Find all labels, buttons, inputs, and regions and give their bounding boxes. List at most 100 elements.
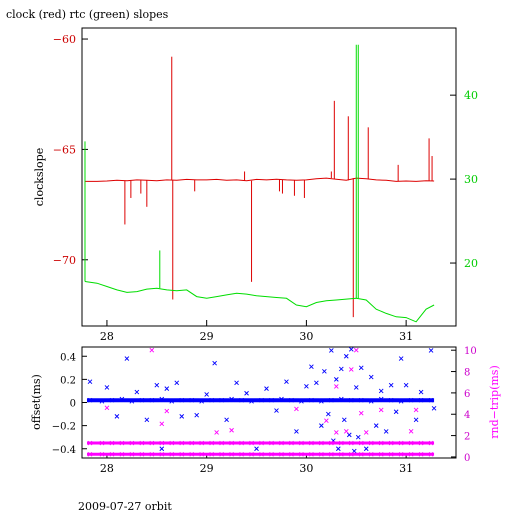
- bottom-series-point-1: [219, 440, 224, 446]
- bottom-series-point-0: [388, 382, 394, 388]
- bottom-series-point-0: [393, 409, 399, 415]
- top-x-tick-label: 28: [100, 330, 114, 343]
- top-left-ticks: −60 −65 −70: [53, 33, 88, 267]
- bottom-series-point-1: [169, 440, 175, 446]
- bottom-series-point-1: [299, 440, 304, 446]
- bottom-series-point-1: [334, 384, 339, 389]
- bottom-series-point-1: [229, 440, 234, 446]
- bottom-series-point-0: [87, 379, 93, 385]
- bottom-series-point-0: [179, 397, 185, 403]
- bottom-series-point-1: [378, 451, 384, 457]
- bottom-series-point-0: [343, 353, 349, 359]
- bottom-series-point-1: [338, 440, 344, 446]
- bottom-series-point-1: [214, 430, 219, 435]
- bottom-series-point-0: [159, 446, 165, 452]
- bottom-series-point-1: [294, 406, 299, 412]
- bottom-series-point-1: [229, 427, 234, 433]
- bottom-series-point-1: [418, 440, 424, 446]
- bottom-y-axis-label: offset(ms): [30, 374, 43, 430]
- bottom-series-point-0: [279, 396, 284, 402]
- bottom-series-point-1: [149, 347, 155, 353]
- bottom-series-point-0: [319, 399, 324, 404]
- bottom-series-point-1: [259, 451, 264, 457]
- bottom-y-tick-label: 0.4: [60, 352, 76, 363]
- bottom-series-point-1: [249, 440, 254, 446]
- bottom-series-point-1: [388, 440, 394, 446]
- bottom-series-point-0: [428, 348, 434, 353]
- bottom-series-point-0: [144, 417, 150, 423]
- bottom-series-point-1: [368, 440, 374, 446]
- bottom-series-point-0: [326, 411, 331, 417]
- bottom-series-point-0: [264, 386, 269, 391]
- bottom-series-point-1: [129, 440, 135, 446]
- bottom-series-point-1: [169, 451, 175, 457]
- chart-title: clock (red) rtc (green) slopes: [6, 8, 169, 21]
- bottom-series-point-0: [322, 368, 327, 374]
- bottom-series-point-0: [348, 397, 354, 403]
- bottom-series-point-1: [229, 451, 234, 457]
- bottom-series-point-1: [109, 451, 115, 457]
- bottom-series-point-0: [334, 377, 339, 382]
- top-series: [84, 44, 435, 323]
- bottom-series-point-0: [164, 386, 170, 391]
- bottom-series-point-0: [87, 397, 93, 403]
- bottom-series-point-1: [189, 451, 195, 457]
- bottom-series-point-0: [358, 397, 364, 403]
- top-series-line-0: [85, 177, 435, 182]
- bottom-series-point-1: [104, 405, 110, 411]
- bottom-series-point-1: [289, 451, 294, 457]
- bottom-series-point-0: [284, 379, 289, 385]
- bottom-series-point-0: [348, 346, 354, 352]
- bottom-series-point-0: [269, 397, 274, 403]
- bottom-series-point-0: [413, 417, 419, 423]
- bottom-series-point-1: [408, 451, 414, 457]
- top-x-tick-label: 31: [399, 330, 413, 343]
- top-plot-frame: [81, 27, 457, 327]
- bottom-series-point-1: [159, 440, 165, 446]
- bottom-series-point-1: [99, 451, 105, 457]
- bottom-series-point-0: [154, 382, 160, 388]
- bottom-series-point-0: [398, 399, 404, 404]
- bottom-series-point-1: [299, 451, 304, 457]
- bottom-series-point-0: [314, 380, 319, 386]
- bottom-series-point-0: [234, 380, 239, 386]
- bottom-x-tick-label: 30: [299, 462, 313, 475]
- bottom-series-point-1: [139, 440, 145, 446]
- bottom-series-point-1: [119, 451, 125, 457]
- bottom-series-point-0: [309, 364, 314, 369]
- bottom-series-point-1: [363, 430, 369, 435]
- bottom-x-tick-label: 31: [399, 462, 413, 475]
- bottom-series-point-1: [408, 440, 414, 446]
- bottom-series-point-1: [289, 440, 294, 446]
- bottom-series-point-0: [403, 382, 409, 388]
- bottom-series-point-0: [338, 396, 344, 402]
- bottom-series-point-1: [189, 440, 195, 446]
- bottom-series-point-1: [99, 440, 105, 446]
- top-y-tick-label: −70: [53, 254, 76, 267]
- bottom-series-point-0: [294, 429, 299, 434]
- bottom-series-point-0: [224, 417, 229, 423]
- bottom-series-point-0: [244, 390, 249, 396]
- bottom-series-point-1: [329, 440, 334, 446]
- top-y-axis-label: clockslope: [33, 148, 46, 206]
- bottom-series-point-0: [363, 446, 369, 452]
- bottom-series-point-0: [304, 383, 309, 389]
- bottom-series-point-1: [338, 451, 344, 457]
- bottom-series-point-0: [159, 396, 165, 402]
- bottom-series-point-0: [378, 396, 384, 402]
- bottom-series-point-1: [329, 451, 334, 457]
- bottom-series-point-0: [388, 397, 394, 403]
- bottom-series-point-1: [378, 407, 384, 413]
- bottom-series-point-1: [418, 451, 424, 457]
- bottom-series-point-0: [358, 365, 364, 371]
- top-x-ticks: 28 29 30 31: [100, 320, 413, 343]
- bottom-series-point-1: [413, 407, 419, 413]
- bottom-series-point-1: [139, 451, 145, 457]
- bottom-y2-tick-label: 2: [464, 432, 470, 443]
- bottom-series-point-0: [189, 397, 195, 403]
- bottom-series-point-0: [428, 397, 434, 403]
- bottom-series-point-1: [279, 451, 284, 457]
- bottom-series-point-0: [174, 380, 180, 386]
- bottom-series-point-0: [335, 446, 341, 452]
- bottom-y2-tick-label: 4: [464, 410, 470, 421]
